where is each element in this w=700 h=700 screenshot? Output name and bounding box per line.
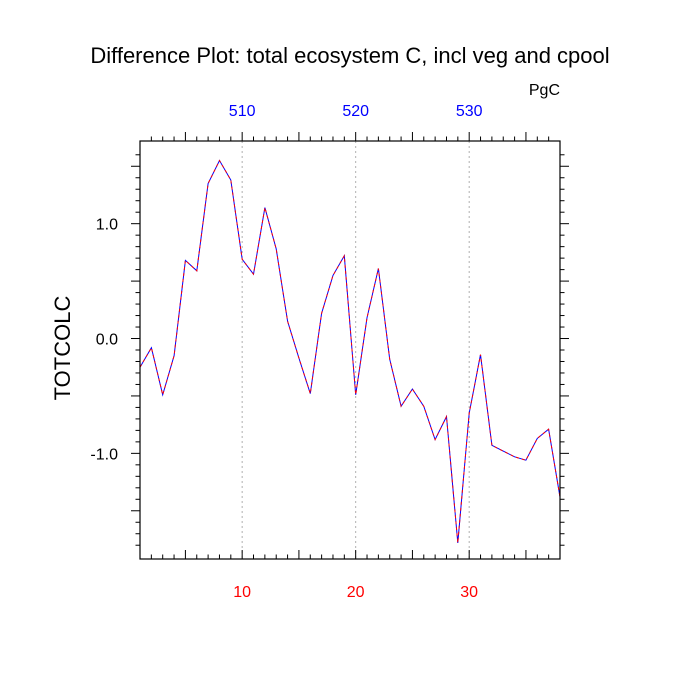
series-line (139, 159, 561, 543)
units-label: PgC (529, 82, 560, 99)
x-tick-label-bottom: 20 (347, 584, 365, 601)
x-tick-label-top: 510 (229, 103, 256, 120)
data-series-line (139, 159, 561, 543)
x-tick-label-bottom: 30 (460, 584, 478, 601)
chart-title: Difference Plot: total ecosystem C, incl… (90, 43, 609, 68)
x-tick-label-top: 530 (456, 103, 483, 120)
y-axis-label: TOTCOLC (50, 296, 75, 401)
y-tick-label: 0.0 (96, 332, 118, 349)
axis-ticks (131, 132, 569, 559)
plot-frame (139, 140, 561, 560)
x-tick-label-top: 520 (342, 103, 369, 120)
x-tick-label-bottom: 10 (233, 584, 251, 601)
series-line-dash (139, 159, 561, 543)
gridlines (241, 141, 470, 559)
axis-tick-labels: 10 20 30 510 520 530 1.0 0.0 -1.0 (90, 103, 482, 601)
y-tick-label: 1.0 (96, 217, 118, 234)
y-tick-label: -1.0 (90, 446, 118, 463)
